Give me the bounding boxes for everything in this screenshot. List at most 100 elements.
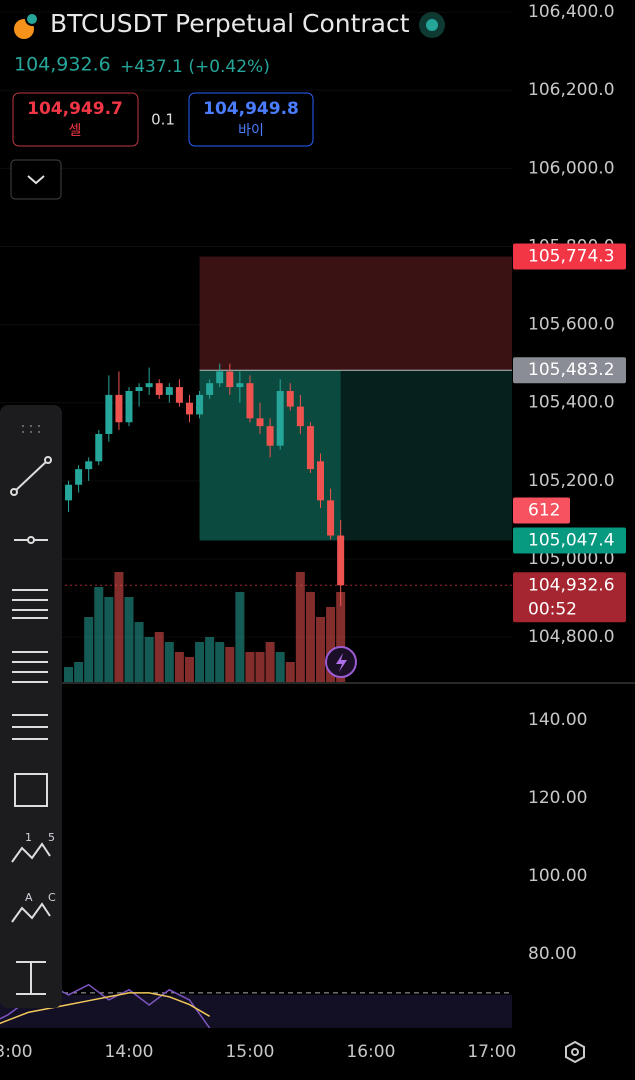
trend-line-tool[interactable] <box>13 459 49 493</box>
candle-body <box>115 394 123 423</box>
volume-bar <box>316 617 326 682</box>
stop-zone <box>199 256 512 371</box>
volume-bar <box>245 652 255 682</box>
y-tick-label: 120.00 <box>528 788 587 808</box>
indicator-pane <box>0 983 512 1028</box>
measure-tool[interactable] <box>16 961 46 995</box>
candle-body <box>266 426 274 446</box>
fib-ext-tool[interactable] <box>12 651 48 683</box>
indicator-line <box>0 992 211 1025</box>
candle-body <box>65 484 73 501</box>
sell-button[interactable] <box>12 92 139 147</box>
volume-bar <box>64 667 74 682</box>
y-tick-label: 140.00 <box>528 710 587 730</box>
buy-price[interactable]: 104,949.8 <box>203 99 299 119</box>
candle-body <box>95 433 103 462</box>
volume-bar <box>124 597 134 682</box>
svg-text:A: A <box>25 891 33 904</box>
axes: 104,800.0 105,000.0 105,200.0 105,400.0 105,… <box>0 2 626 1062</box>
y-tick-label: 106,200.0 <box>528 80 615 100</box>
price-tag <box>513 243 626 270</box>
collapse-button[interactable] <box>10 159 62 200</box>
volume-bar <box>255 652 265 682</box>
buy-label[interactable]: 바이 <box>238 123 264 139</box>
sell-label[interactable]: 셀 <box>69 123 82 139</box>
coin-badge <box>25 12 39 26</box>
y-tick-label: 105,200.0 <box>528 471 615 491</box>
volume-bar <box>235 592 245 682</box>
candle-body <box>145 383 153 388</box>
price-tag-label: 104,932.6 <box>528 575 615 595</box>
volume-bar <box>336 592 346 682</box>
x-tick-label: 14:00 <box>105 1042 154 1062</box>
x-tick-label: 17:00 <box>467 1042 516 1062</box>
candle-body <box>337 535 345 586</box>
pattern-tool[interactable] <box>11 842 51 863</box>
volume-bar <box>305 592 315 682</box>
candle-body <box>155 383 163 395</box>
abcd-tool[interactable] <box>11 902 51 923</box>
settings-dot <box>571 1048 579 1056</box>
y-tick-label: 105,400.0 <box>528 393 615 413</box>
candle-body <box>317 461 325 501</box>
candle-body <box>276 390 284 446</box>
y-tick-label: 80.00 <box>528 944 577 964</box>
candle-body <box>286 390 294 407</box>
volume-bar <box>84 617 94 682</box>
candle-body <box>216 371 224 384</box>
quantity[interactable]: 0.1 <box>151 111 175 129</box>
title: BTCUSDT Perpetual Contract <box>50 9 410 38</box>
x-tick-label: 13:00 <box>0 1042 33 1062</box>
toolbar-letters: 1 5 A C <box>25 831 56 904</box>
candle-body <box>296 406 304 427</box>
channel-tool[interactable] <box>12 714 48 740</box>
volume-bar <box>114 572 124 682</box>
status-dot <box>426 19 438 31</box>
countdown: 00:52 <box>528 599 577 619</box>
price-pane <box>0 11 512 682</box>
svg-text:1: 1 <box>25 831 32 844</box>
candle-body <box>226 371 234 388</box>
x-tick-label: 15:00 <box>225 1042 274 1062</box>
volume-bar <box>94 587 104 682</box>
sell-price[interactable]: 104,949.7 <box>27 99 123 119</box>
volume-bar <box>174 652 184 682</box>
volume-bar <box>326 607 336 682</box>
candle-body <box>196 394 204 415</box>
candle-body <box>256 418 264 427</box>
candle-body <box>135 387 143 391</box>
candle-body <box>236 383 244 388</box>
rect-tool[interactable] <box>14 773 48 807</box>
volume-bar <box>205 637 215 682</box>
volume-bar <box>134 622 144 682</box>
candle-body <box>185 402 193 415</box>
y-tick-label: 104,800.0 <box>528 627 615 647</box>
volume-bar <box>154 632 164 682</box>
settings[interactable] <box>565 1040 585 1064</box>
candle-body <box>85 461 93 470</box>
price-tag <box>513 527 626 554</box>
candle-body <box>306 426 314 470</box>
x-tick-label: 16:00 <box>346 1042 395 1062</box>
candle-body <box>125 390 133 423</box>
volume-bar <box>144 637 154 682</box>
fib-tool[interactable] <box>12 589 48 619</box>
volume-bar <box>104 597 114 682</box>
last-price: 104,932.6 <box>14 54 111 76</box>
y-tick-label: 100.00 <box>528 866 587 886</box>
svg-text:C: C <box>48 891 56 904</box>
price-tag <box>513 357 626 384</box>
buy-button[interactable] <box>188 92 314 147</box>
chevron <box>27 175 45 185</box>
volume-bar <box>164 642 174 682</box>
price-tag-label: 105,774.3 <box>528 247 615 267</box>
volume-bar <box>275 652 285 682</box>
quantity-tag <box>513 497 570 524</box>
y-tick-label: 106,000.0 <box>528 158 615 178</box>
volume-bar <box>285 662 295 682</box>
price-tag-label: 105,047.4 <box>528 530 615 550</box>
candle-body <box>105 394 113 434</box>
volume-bar <box>295 572 305 682</box>
candle-body <box>206 383 214 395</box>
